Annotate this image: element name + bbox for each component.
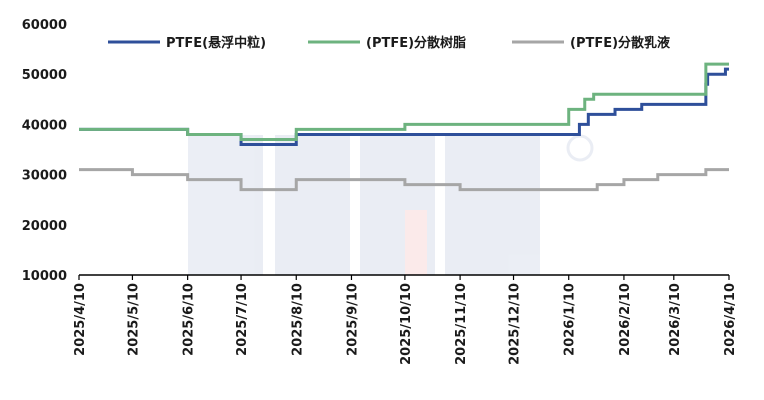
x-tick-label: 2025/7/10 bbox=[235, 283, 250, 356]
legend-label-1: PTFE(悬浮中粒) bbox=[166, 35, 266, 51]
y-tick-label: 50000 bbox=[22, 68, 67, 83]
x-tick-label: 2026/4/10 bbox=[723, 283, 738, 356]
watermark-logo bbox=[188, 134, 594, 275]
legend-label-3: (PTFE)分散乳液 bbox=[570, 35, 670, 51]
y-tick-label: 10000 bbox=[22, 269, 67, 284]
x-tick-label: 2026/1/10 bbox=[563, 283, 578, 356]
y-tick-label: 30000 bbox=[22, 169, 67, 184]
x-tick-label: 2025/6/10 bbox=[182, 283, 197, 356]
x-tick-label: 2025/9/10 bbox=[345, 283, 360, 356]
series-line-3 bbox=[79, 168, 729, 192]
series-line-2 bbox=[79, 62, 729, 141]
y-tick-label: 60000 bbox=[22, 18, 67, 33]
x-tick-label: 2026/2/10 bbox=[618, 283, 633, 356]
x-tick-label: 2025/4/10 bbox=[73, 283, 88, 356]
series-line-1 bbox=[79, 67, 729, 146]
x-axis: 2025/4/10 2025/5/10 2025/6/10 2025/7/10 2025… bbox=[73, 274, 738, 365]
y-tick-label: 20000 bbox=[22, 219, 67, 234]
plot-area bbox=[79, 62, 729, 192]
x-tick-label: 2025/12/10 bbox=[508, 283, 523, 365]
x-tick-label: 2025/11/10 bbox=[454, 283, 469, 365]
x-tick-label: 2025/10/10 bbox=[399, 283, 414, 365]
x-tick-label: 2025/5/10 bbox=[126, 283, 141, 356]
x-tick-label: 2025/8/10 bbox=[290, 283, 305, 356]
y-tick-label: 40000 bbox=[22, 118, 67, 133]
legend: PTFE(悬浮中粒) (PTFE)分散树脂 (PTFE)分散乳液 bbox=[108, 35, 670, 51]
y-axis: 10000 20000 30000 40000 50000 60000 bbox=[22, 18, 67, 284]
x-tick-label: 2026/3/10 bbox=[668, 283, 683, 356]
legend-label-2: (PTFE)分散树脂 bbox=[366, 35, 466, 51]
